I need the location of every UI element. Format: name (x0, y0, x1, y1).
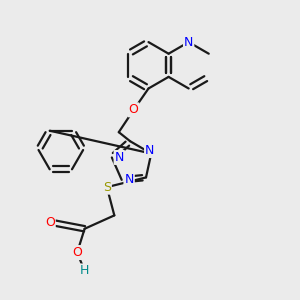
Text: O: O (129, 103, 139, 116)
Text: N: N (145, 144, 154, 157)
Text: O: O (72, 246, 82, 259)
Text: H: H (80, 265, 89, 278)
Text: N: N (184, 36, 194, 49)
Text: N: N (115, 151, 124, 164)
Text: O: O (45, 216, 55, 229)
Text: S: S (103, 181, 111, 194)
Text: N: N (124, 173, 134, 186)
